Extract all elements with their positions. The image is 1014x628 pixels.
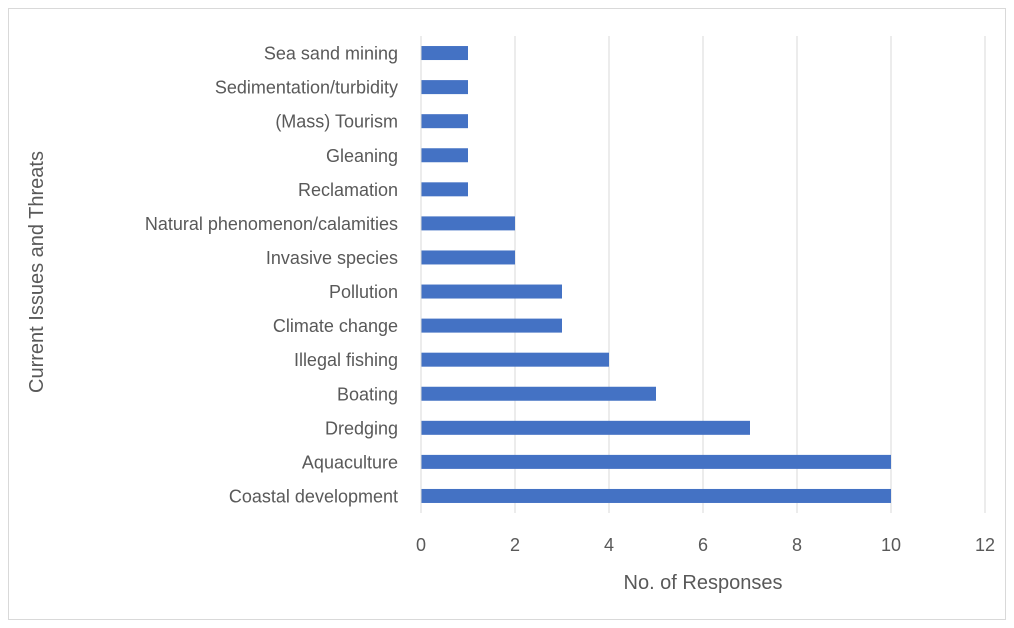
category-label: Illegal fishing [294, 350, 398, 370]
category-label: Climate change [273, 316, 398, 336]
x-tick-label: 8 [792, 535, 802, 555]
bar [421, 182, 468, 197]
bar [421, 352, 609, 367]
chart-frame [8, 8, 1006, 620]
x-axis-title: No. of Responses [624, 572, 783, 594]
bar [421, 318, 562, 333]
category-labels: Coastal development Aquaculture Dredging Bo… [145, 44, 398, 507]
bar [421, 250, 515, 265]
x-tick-label: 4 [604, 535, 614, 555]
category-label: Sea sand mining [264, 44, 398, 64]
x-tick-label: 2 [510, 535, 520, 555]
category-label: Gleaning [326, 146, 398, 166]
bar [421, 284, 562, 299]
category-label: (Mass) Tourism [275, 112, 398, 132]
category-label: Invasive species [266, 248, 398, 268]
category-label: Dredging [325, 418, 398, 438]
bars [421, 46, 891, 503]
bar [421, 114, 468, 129]
x-tick-label: 6 [698, 535, 708, 555]
gridlines [514, 36, 986, 513]
bar [421, 386, 656, 401]
x-tick-label: 0 [416, 535, 426, 555]
bar [421, 420, 750, 435]
x-tick-label: 10 [881, 535, 901, 555]
category-label: Pollution [329, 282, 398, 302]
bar [421, 216, 515, 231]
y-axis-title: Current Issues and Threats [26, 151, 48, 393]
bar [421, 488, 891, 503]
x-tick-label: 12 [975, 535, 995, 555]
bar [421, 80, 468, 95]
category-label: Sedimentation/turbidity [215, 78, 398, 98]
category-label: Reclamation [298, 180, 398, 200]
bar [421, 454, 891, 469]
category-label: Natural phenomenon/calamities [145, 214, 398, 234]
category-label: Coastal development [229, 486, 398, 506]
bar [421, 148, 468, 163]
category-label: Aquaculture [302, 452, 398, 472]
bar [421, 46, 468, 61]
x-tick-labels: 0 2 4 6 8 10 12 [416, 535, 995, 555]
category-label: Boating [337, 384, 398, 404]
